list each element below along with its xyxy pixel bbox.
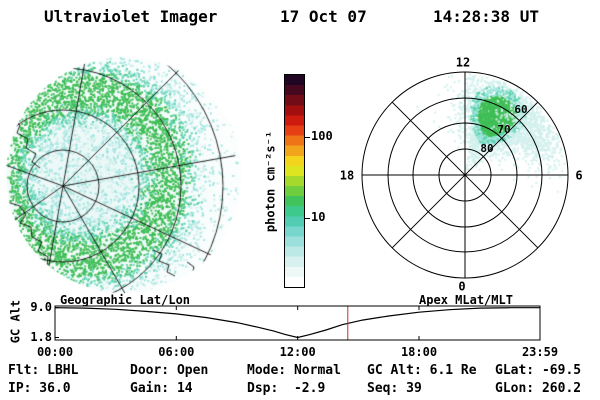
mlt-spoke-diagonal [391, 101, 539, 249]
colorbar [284, 74, 305, 288]
polar-grid-overlay [361, 71, 569, 279]
apex-polar-plot: 12 18 6 0 60 70 80 [340, 56, 583, 293]
gc-plot-frame [54, 305, 541, 341]
mlt-label-6: 6 [575, 168, 583, 183]
colorbar-units-label: photon cm⁻²s⁻¹ [263, 130, 278, 233]
colorbar-tick-label: 100 [311, 129, 333, 144]
colorbar-tick-label: 10 [311, 210, 326, 225]
status-glon: GLon: 260.2 [495, 381, 582, 396]
earth-uv-emission-canvas [5, 56, 243, 294]
status-seq: Seq: 39 [367, 381, 422, 396]
app-title: Ultraviolet Imager [44, 7, 218, 26]
status-flt: Flt: LBHL [8, 363, 79, 378]
apex-mlatmlt-title: Apex MLat/MLT [419, 293, 513, 307]
mlat-label-70: 70 [497, 123, 511, 136]
status-mode: Mode: Normal [247, 363, 341, 378]
gc-time-tick-label: 12:00 [279, 345, 316, 359]
gc-alt-strip-chart [54, 305, 541, 341]
colorbar-tick-mark [305, 218, 310, 220]
status-gain: Gain: 14 [130, 381, 193, 396]
gc-time-tick-label: 18:00 [400, 345, 438, 359]
status-dsp: Dsp: -2.9 [247, 381, 326, 396]
gc-time-tick-label: 23:59 [521, 345, 559, 359]
gc-ytick-label: 9.0 [30, 299, 52, 314]
mlt-label-12: 12 [455, 55, 471, 70]
mlt-label-18: 18 [339, 168, 355, 183]
mlat-label-80: 80 [480, 142, 494, 155]
geographic-latlon-title: Geographic Lat/Lon [59, 293, 191, 307]
status-glat: GLat: -69.5 [495, 363, 582, 378]
gc-time-tick-label: 06:00 [158, 345, 195, 359]
status-door: Door: Open [130, 363, 209, 378]
gc-axis-ticks [54, 306, 541, 340]
gc-time-tick-label: 00:00 [36, 345, 74, 359]
status-ip: IP: 36.0 [8, 381, 71, 396]
gc-alt-curve [54, 307, 540, 339]
gc-ytick-label: 1.8 [30, 329, 52, 344]
colorbar-gradient [285, 75, 304, 287]
status-gcalt: GC Alt: 6.1 Re [367, 363, 477, 378]
header-date: 17 Oct 07 [280, 7, 367, 26]
header-time: 14:28:38 UT [433, 7, 539, 26]
earth-uv-image [5, 56, 243, 294]
mlat-label-60: 60 [514, 103, 528, 116]
colorbar-tick-mark [305, 137, 310, 139]
mlt-label-0: 0 [458, 279, 466, 294]
